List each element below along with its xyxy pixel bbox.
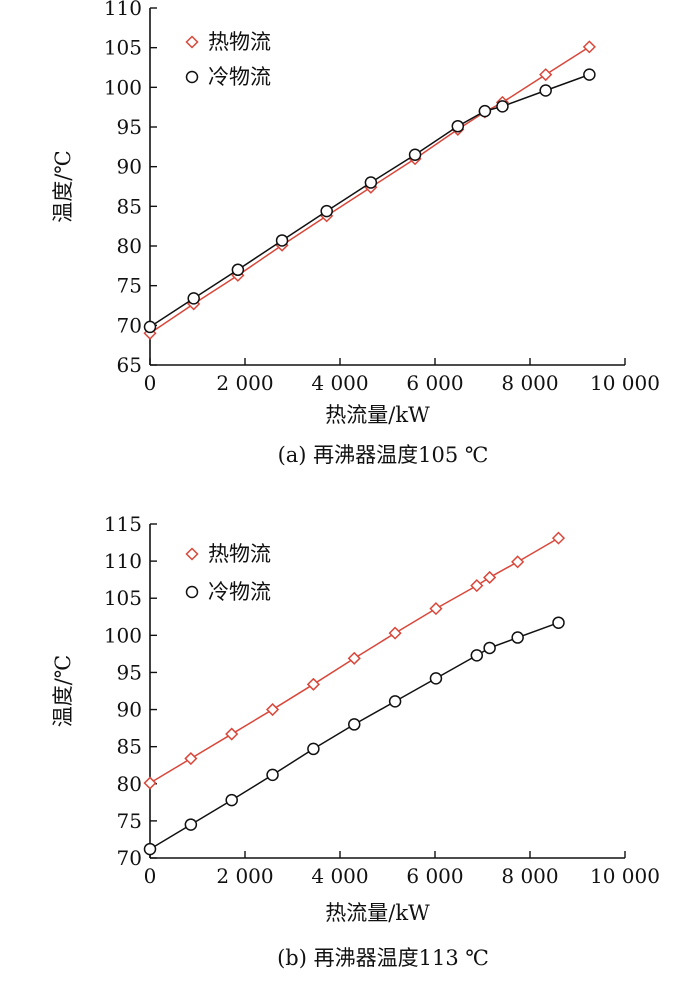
x-tick-label: 6 000 [406, 371, 463, 395]
x-tick-label: 0 [144, 864, 157, 888]
data-point [143, 320, 157, 334]
y-tick-label: 85 [117, 194, 142, 218]
data-point [231, 263, 245, 277]
y-tick-label: 100 [104, 75, 142, 99]
x-tick-label: 10 000 [590, 864, 660, 888]
y-tick-label: 90 [117, 155, 142, 179]
data-point [225, 793, 238, 807]
data-point [388, 695, 402, 708]
y-tick-label: 110 [104, 0, 142, 20]
x-axis-label: 热流量/kW [325, 403, 430, 427]
x-tick-label: 8 000 [501, 371, 558, 395]
x-tick-label: 8 000 [501, 864, 558, 888]
y-tick-label: 75 [117, 809, 142, 833]
chart-caption: (b) 再沸器温度113 ℃ [277, 946, 489, 970]
data-point [408, 148, 422, 162]
y-tick-label: 115 [104, 512, 142, 536]
data-point [511, 631, 524, 644]
x-tick-label: 0 [144, 371, 157, 395]
legend-marker-hot [185, 547, 199, 561]
legend-label: 冷物流 [208, 65, 271, 89]
data-point [307, 742, 320, 756]
y-tick-label: 95 [117, 115, 142, 139]
data-point [483, 641, 496, 655]
y-axis-label: 温度/℃ [51, 150, 75, 223]
legend-label: 冷物流 [208, 580, 271, 604]
data-point [187, 292, 200, 305]
data-point [582, 40, 596, 54]
y-tick-label: 80 [117, 234, 142, 258]
y-tick-label: 80 [117, 772, 142, 796]
data-point [265, 702, 280, 717]
chart-a: 65 70 75 80 85 90 95 100 105 110 0 2 000 4 000 6 000 8… [51, 0, 660, 467]
y-tick-label: 70 [117, 313, 142, 337]
legend-marker-hot [185, 35, 199, 49]
y-tick-label: 100 [104, 623, 142, 647]
series-cold-stream [143, 616, 565, 856]
data-point [451, 119, 465, 133]
legend-label: 热物流 [208, 30, 271, 54]
y-tick-label: 65 [117, 353, 142, 377]
data-point [470, 649, 484, 662]
x-tick-label: 2 000 [216, 371, 273, 395]
x-tick-label: 4 000 [311, 371, 368, 395]
data-point [511, 555, 525, 569]
y-tick-label: 85 [117, 735, 142, 759]
y-tick-label: 75 [117, 274, 142, 298]
data-point [429, 672, 443, 685]
series-line [149, 537, 559, 784]
y-tick-label: 105 [104, 586, 142, 610]
x-tick-label: 6 000 [406, 864, 463, 888]
data-point [388, 626, 402, 640]
data-point [348, 718, 361, 731]
data-point [483, 570, 497, 585]
series-line [149, 73, 590, 328]
chart-caption: (a) 再沸器温度105 ℃ [278, 443, 489, 467]
y-tick-label: 110 [104, 549, 142, 573]
y-tick-label: 95 [117, 660, 142, 684]
y-tick-label: 90 [117, 698, 142, 722]
data-point [539, 84, 552, 97]
data-point [184, 751, 198, 766]
data-point [266, 768, 279, 782]
data-point [143, 842, 157, 856]
y-tick-label: 70 [117, 846, 142, 870]
data-point [275, 234, 289, 247]
x-tick-label: 4 000 [311, 864, 368, 888]
x-tick-label: 2 000 [216, 864, 273, 888]
data-point [583, 68, 596, 81]
legend-marker-cold [185, 70, 199, 84]
data-point [225, 727, 239, 741]
x-tick-label: 10 000 [590, 371, 660, 395]
data-point [143, 776, 157, 790]
data-point [306, 677, 320, 691]
x-axis-label: 热流量/kW [325, 901, 430, 925]
series-line [149, 46, 590, 334]
y-axis-label: 温度/℃ [51, 655, 75, 728]
series-cold-stream [143, 68, 596, 334]
data-point [347, 651, 361, 665]
chart-b: 70 75 80 85 90 95 100 105 110 115 0 2 000 4 000 6 000… [51, 512, 660, 970]
data-point [364, 176, 378, 189]
legend-label: 热物流 [208, 542, 271, 566]
data-point [539, 68, 553, 82]
data-point [184, 818, 198, 831]
series-hot-stream [143, 531, 566, 790]
y-tick-label: 105 [104, 36, 142, 60]
data-point [470, 579, 484, 593]
data-point [478, 104, 492, 118]
data-point [429, 602, 443, 616]
data-point [552, 616, 565, 629]
data-point [551, 531, 566, 545]
data-point [320, 204, 333, 218]
legend-marker-cold [185, 585, 199, 599]
data-point [496, 100, 509, 113]
